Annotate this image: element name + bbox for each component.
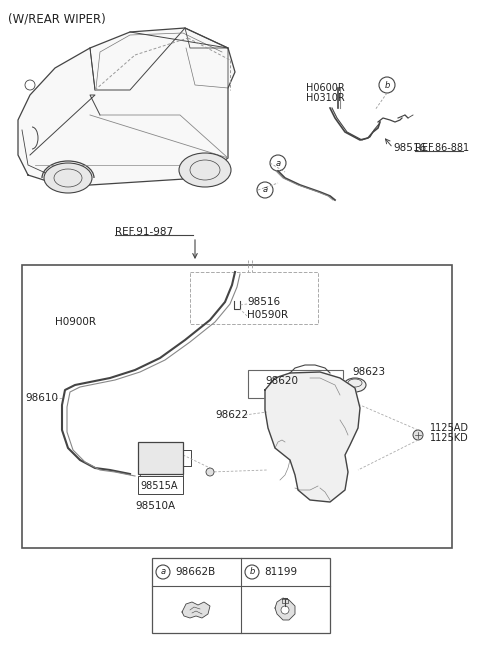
Text: H0590R: H0590R <box>247 310 288 320</box>
Text: 98622: 98622 <box>215 410 248 420</box>
Polygon shape <box>275 598 295 620</box>
Text: a: a <box>160 567 166 576</box>
Text: 98620: 98620 <box>265 376 298 386</box>
Text: 98662B: 98662B <box>175 567 215 577</box>
Text: 98516: 98516 <box>247 297 280 307</box>
Polygon shape <box>265 372 360 502</box>
Text: REF.91-987: REF.91-987 <box>115 227 173 237</box>
Text: a: a <box>263 185 267 195</box>
Text: 81199: 81199 <box>264 567 297 577</box>
Circle shape <box>206 468 214 476</box>
Text: b: b <box>249 567 255 576</box>
Text: 1125AD: 1125AD <box>430 423 469 433</box>
Bar <box>138 476 183 494</box>
Text: 98610: 98610 <box>25 393 58 403</box>
Text: H0600R: H0600R <box>306 83 345 93</box>
Text: b: b <box>384 81 390 90</box>
Bar <box>190 272 318 324</box>
Text: H0900R: H0900R <box>55 317 96 327</box>
Bar <box>152 558 330 633</box>
Circle shape <box>413 430 423 440</box>
Polygon shape <box>182 602 210 618</box>
Ellipse shape <box>179 153 231 187</box>
Bar <box>248 370 343 398</box>
Circle shape <box>281 606 289 614</box>
Text: a: a <box>276 159 281 168</box>
Polygon shape <box>18 28 235 185</box>
Text: 98515A: 98515A <box>140 481 178 491</box>
Bar <box>22 265 452 548</box>
Ellipse shape <box>44 163 92 193</box>
Text: H0310R: H0310R <box>306 93 345 103</box>
Text: 1125KD: 1125KD <box>430 433 469 443</box>
Bar <box>138 442 183 474</box>
Text: REF.86-881: REF.86-881 <box>415 143 469 153</box>
Text: (W/REAR WIPER): (W/REAR WIPER) <box>8 12 106 25</box>
Text: 98623: 98623 <box>352 367 385 377</box>
Text: 98516: 98516 <box>393 143 426 153</box>
Ellipse shape <box>344 378 366 392</box>
Text: 98510A: 98510A <box>135 501 175 511</box>
